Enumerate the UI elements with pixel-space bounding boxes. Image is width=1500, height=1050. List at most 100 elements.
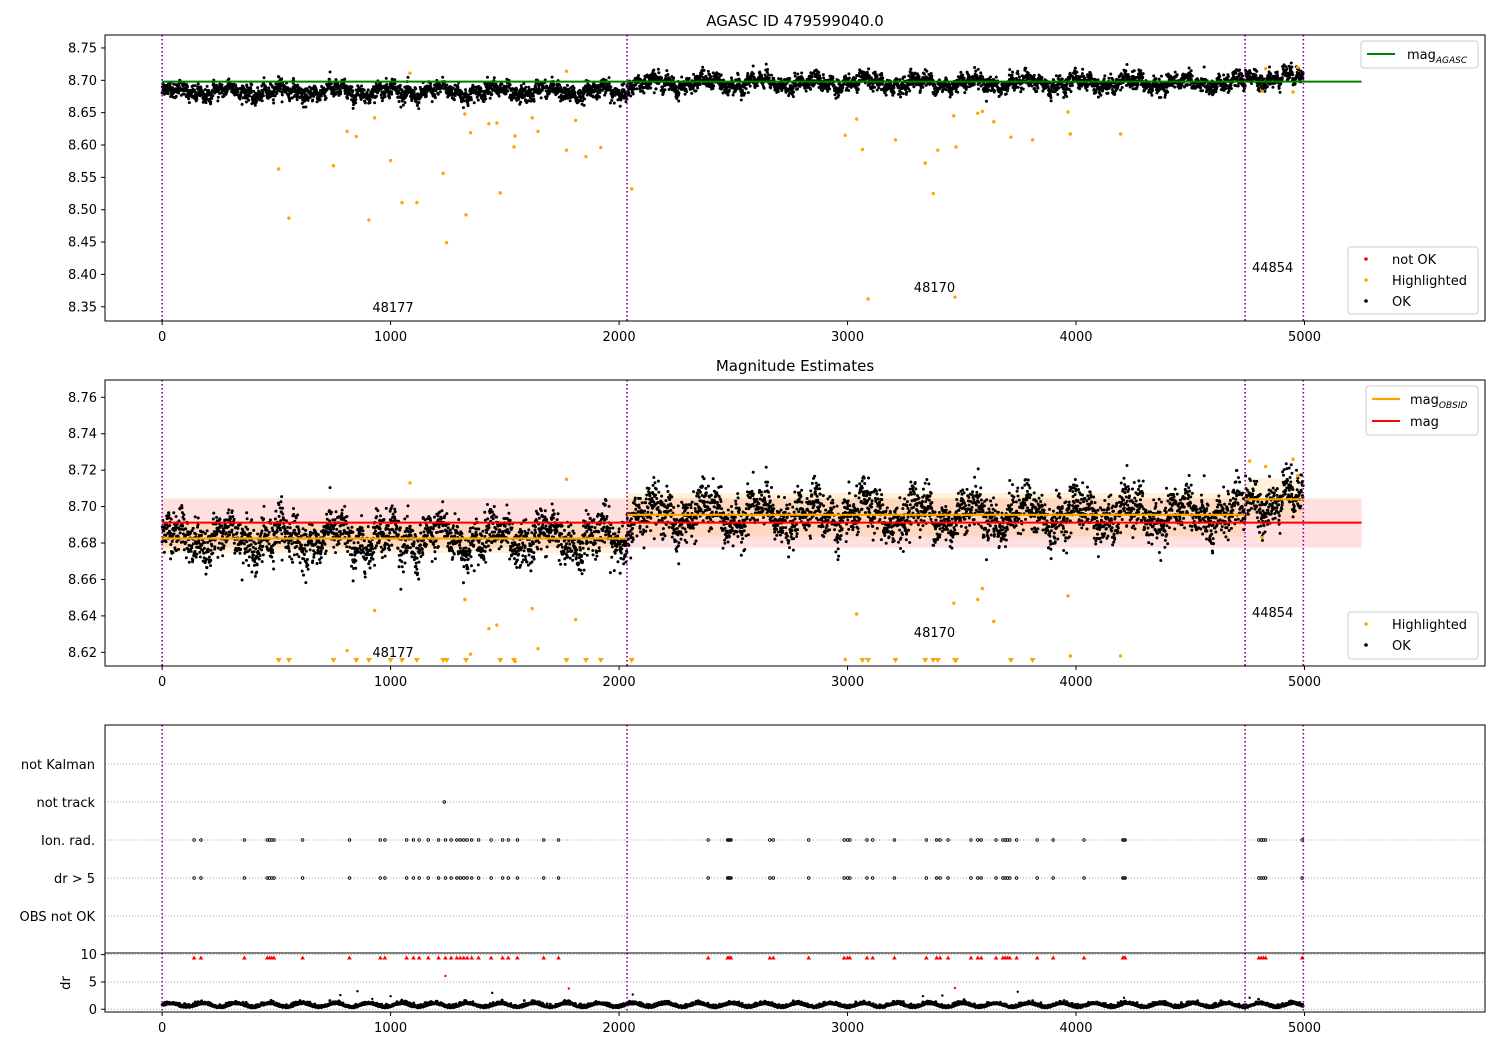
ok-point xyxy=(987,88,991,92)
ok-point xyxy=(1284,65,1288,69)
ok-point xyxy=(1151,88,1155,92)
ok-point xyxy=(831,76,835,80)
ok-point xyxy=(662,90,666,94)
ok-point xyxy=(298,96,302,100)
ok-point xyxy=(260,99,264,103)
ok-point xyxy=(1073,66,1077,70)
ok-point xyxy=(691,86,695,90)
ok-point xyxy=(719,73,723,77)
ok-point xyxy=(607,76,611,80)
ok-point xyxy=(500,82,504,86)
ok-point xyxy=(959,70,963,74)
ok-point xyxy=(1254,73,1258,77)
ok-point xyxy=(485,75,489,79)
ok-point xyxy=(527,85,531,89)
ok-point xyxy=(531,94,535,98)
ok-point xyxy=(1255,69,1259,73)
ok-point xyxy=(1289,61,1293,65)
ok-point xyxy=(583,97,587,101)
ok-point xyxy=(743,91,747,95)
ok-point xyxy=(483,94,487,98)
ok-point xyxy=(238,97,242,101)
ok-point xyxy=(873,85,877,89)
ok-point xyxy=(736,73,740,77)
ok-point xyxy=(354,101,358,105)
ok-point xyxy=(796,72,800,76)
ok-point xyxy=(674,92,678,96)
ok-point xyxy=(636,73,640,77)
ok-point xyxy=(247,94,251,98)
ok-point xyxy=(892,91,896,95)
ok-point xyxy=(261,94,265,98)
ok-point xyxy=(665,69,669,73)
ok-point xyxy=(280,93,284,97)
ok-point xyxy=(362,88,366,92)
ok-point xyxy=(884,93,888,97)
ok-point xyxy=(278,89,282,93)
ok-point xyxy=(818,82,822,86)
ok-point xyxy=(1016,85,1020,89)
ok-point xyxy=(758,70,762,74)
ok-point xyxy=(905,90,909,94)
ok-point xyxy=(166,92,170,96)
ok-point xyxy=(1226,75,1230,79)
ok-point xyxy=(788,77,792,81)
ok-point xyxy=(1030,84,1034,88)
ok-point xyxy=(1268,65,1272,69)
ok-point xyxy=(366,88,370,92)
ok-point xyxy=(817,70,821,74)
ok-point xyxy=(453,94,457,98)
ok-point xyxy=(847,89,851,93)
ok-point xyxy=(1290,65,1294,69)
ok-point xyxy=(434,88,438,92)
ok-point xyxy=(1224,87,1228,91)
ok-point xyxy=(660,76,664,80)
ok-point xyxy=(327,77,331,81)
ok-point xyxy=(419,95,423,99)
ok-point xyxy=(677,99,681,103)
ok-point xyxy=(659,89,663,93)
ok-point xyxy=(631,92,635,96)
ok-point xyxy=(1075,70,1079,74)
ok-point xyxy=(497,91,501,95)
ok-point xyxy=(1124,69,1128,73)
ok-point xyxy=(332,90,336,94)
ok-point xyxy=(560,88,564,92)
ok-point xyxy=(185,85,189,89)
ok-point xyxy=(660,85,664,89)
ok-point xyxy=(1159,74,1163,78)
ok-point xyxy=(1236,84,1240,88)
ok-point xyxy=(1139,69,1143,73)
ok-point xyxy=(598,90,602,94)
ok-point xyxy=(214,83,218,87)
ok-point xyxy=(818,74,822,78)
ok-point xyxy=(436,92,440,96)
ok-point xyxy=(250,83,254,87)
ok-point xyxy=(318,98,322,102)
ok-point xyxy=(635,87,639,91)
ok-point xyxy=(709,75,713,79)
ok-point xyxy=(278,86,282,90)
ok-point xyxy=(558,83,562,87)
ok-point xyxy=(1269,72,1273,76)
ok-point xyxy=(1291,73,1295,77)
ok-point xyxy=(177,85,181,89)
ok-point xyxy=(629,94,633,98)
ok-point xyxy=(649,86,653,90)
ok-point xyxy=(290,87,294,91)
ok-point xyxy=(550,75,554,79)
ok-point xyxy=(744,87,748,91)
ok-point xyxy=(700,72,704,76)
ok-point xyxy=(1078,87,1082,91)
ok-point xyxy=(591,95,595,99)
ok-point xyxy=(646,86,650,90)
ok-point xyxy=(368,98,372,102)
ok-point xyxy=(976,67,980,71)
ok-point xyxy=(273,94,277,98)
ok-point xyxy=(1004,92,1008,96)
ok-point xyxy=(1241,74,1245,78)
ok-point xyxy=(881,82,885,86)
ok-point xyxy=(1157,77,1161,81)
ok-point xyxy=(177,91,181,95)
ok-point xyxy=(1154,77,1158,81)
